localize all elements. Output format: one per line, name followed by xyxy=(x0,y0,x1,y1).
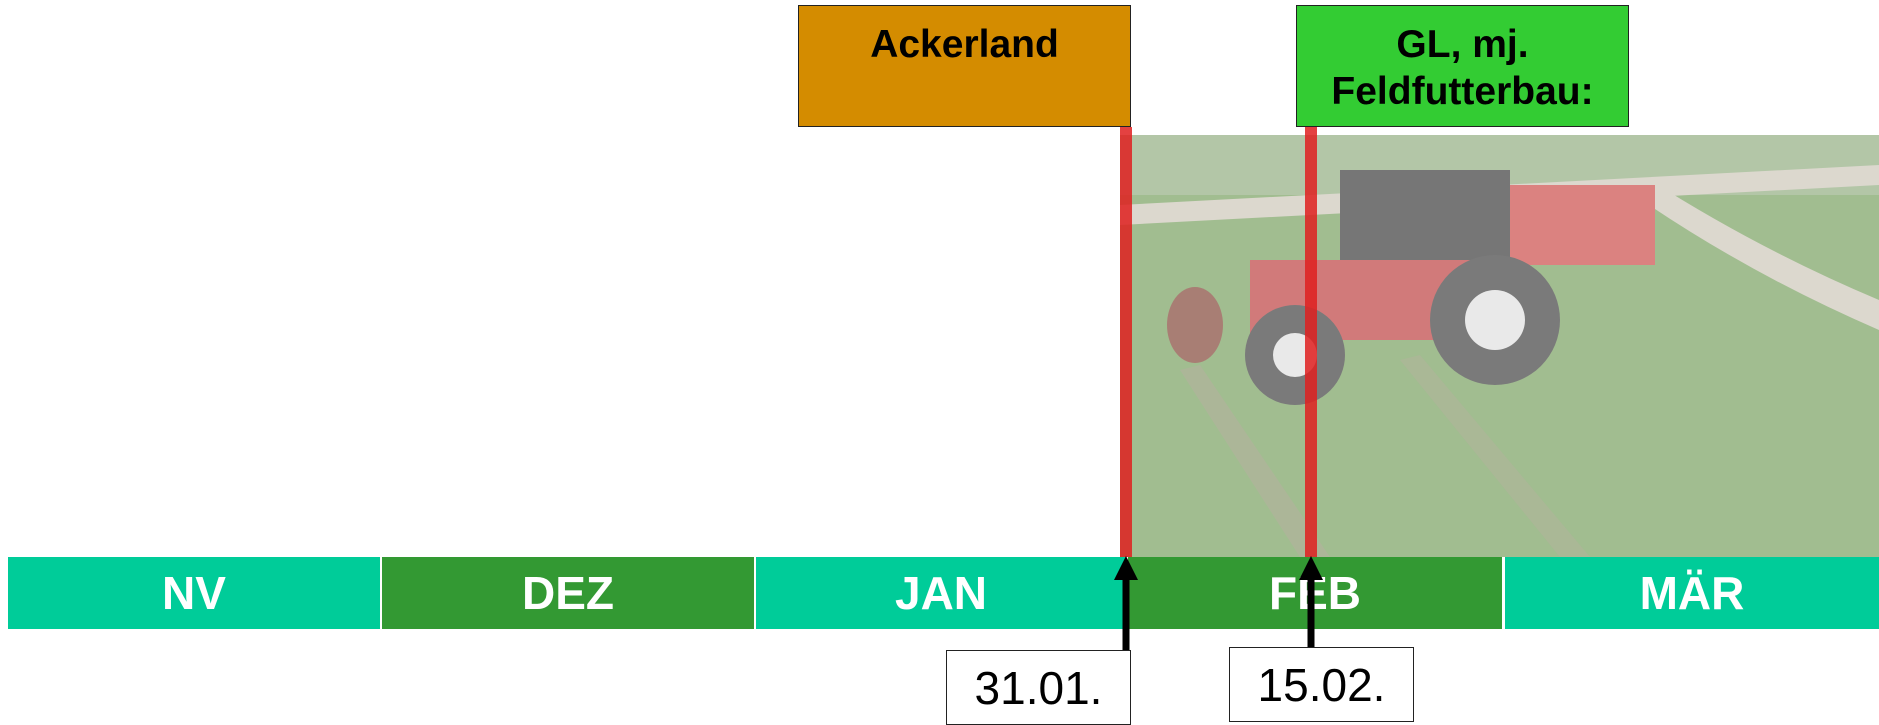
date-box: 31.01. xyxy=(946,650,1131,725)
header-box: GL, mj. Feldfutterbau: xyxy=(1296,5,1629,127)
header-box: Ackerland xyxy=(798,5,1131,127)
header-line: GL, mj. xyxy=(1297,22,1628,69)
header-line: Feldfutterbau: xyxy=(1297,69,1628,116)
page: {"headers": {"ackerland": "Ackerland", "… xyxy=(0,0,1879,725)
date-box: 15.02. xyxy=(1229,647,1414,722)
